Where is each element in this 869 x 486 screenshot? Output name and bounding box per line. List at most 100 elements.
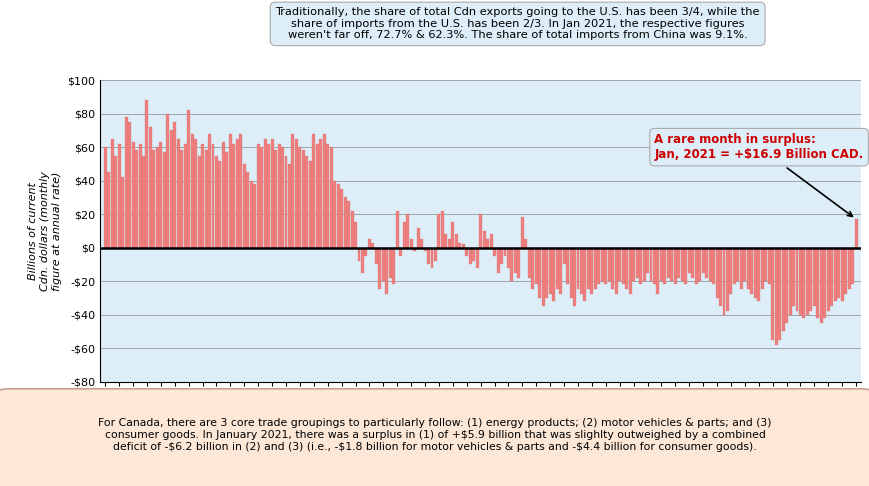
- Bar: [249, 181, 252, 247]
- Bar: [350, 211, 353, 247]
- Bar: [819, 247, 822, 323]
- Bar: [787, 247, 791, 314]
- Bar: [308, 160, 311, 247]
- Bar: [496, 247, 499, 273]
- Bar: [583, 247, 586, 301]
- Bar: [580, 247, 582, 295]
- Bar: [225, 152, 229, 247]
- Bar: [218, 160, 222, 247]
- Bar: [653, 247, 655, 284]
- Bar: [194, 139, 197, 247]
- Bar: [829, 247, 833, 306]
- Bar: [812, 247, 815, 306]
- Bar: [340, 189, 342, 247]
- Bar: [461, 244, 464, 247]
- Bar: [625, 247, 627, 290]
- Bar: [711, 247, 714, 284]
- Bar: [149, 127, 152, 247]
- Bar: [836, 247, 839, 298]
- Bar: [773, 247, 777, 345]
- Bar: [486, 239, 488, 247]
- Bar: [454, 234, 457, 247]
- Bar: [794, 247, 798, 311]
- Bar: [381, 247, 384, 281]
- Bar: [489, 234, 492, 247]
- Bar: [628, 247, 631, 295]
- Bar: [472, 247, 474, 261]
- Bar: [458, 243, 461, 247]
- Bar: [822, 247, 826, 318]
- Bar: [302, 151, 304, 247]
- Bar: [808, 247, 812, 311]
- Bar: [604, 247, 607, 284]
- Bar: [746, 247, 749, 290]
- Bar: [479, 214, 481, 247]
- Bar: [166, 114, 169, 247]
- Bar: [142, 156, 145, 247]
- Bar: [176, 139, 180, 247]
- Bar: [507, 247, 509, 268]
- Bar: [766, 247, 770, 284]
- Bar: [354, 223, 356, 247]
- Bar: [156, 147, 159, 247]
- Bar: [197, 156, 201, 247]
- Bar: [632, 247, 634, 281]
- Bar: [343, 197, 346, 247]
- Bar: [103, 147, 107, 247]
- Bar: [660, 247, 662, 281]
- Bar: [347, 201, 349, 247]
- Bar: [190, 134, 194, 247]
- Bar: [270, 139, 273, 247]
- Bar: [263, 139, 266, 247]
- Bar: [368, 239, 370, 247]
- Bar: [576, 247, 579, 290]
- Bar: [441, 211, 443, 247]
- Bar: [649, 247, 652, 281]
- Bar: [753, 247, 756, 298]
- Bar: [448, 239, 450, 247]
- Bar: [770, 247, 773, 340]
- Bar: [329, 147, 332, 247]
- Bar: [694, 247, 697, 284]
- Bar: [117, 144, 121, 247]
- Bar: [545, 247, 547, 298]
- Bar: [777, 247, 780, 340]
- Bar: [728, 247, 732, 295]
- Bar: [211, 144, 215, 247]
- Bar: [594, 247, 596, 290]
- Bar: [173, 122, 176, 247]
- Bar: [791, 247, 794, 306]
- Bar: [555, 247, 558, 290]
- Bar: [131, 142, 135, 247]
- Bar: [784, 247, 787, 323]
- X-axis label: Year and month: Year and month: [421, 408, 539, 421]
- Bar: [281, 147, 283, 247]
- Bar: [607, 247, 610, 281]
- Bar: [663, 247, 666, 284]
- Bar: [260, 147, 262, 247]
- Bar: [163, 152, 166, 247]
- Y-axis label: Billions of current
Cdn. dollars (monthly
figure at annual rate): Billions of current Cdn. dollars (monthl…: [29, 171, 62, 291]
- Bar: [468, 247, 471, 264]
- Bar: [277, 144, 280, 247]
- Bar: [691, 247, 693, 278]
- Bar: [611, 247, 614, 290]
- Bar: [618, 247, 620, 281]
- Bar: [780, 247, 784, 331]
- Bar: [159, 142, 163, 247]
- Bar: [322, 134, 325, 247]
- Bar: [204, 151, 208, 247]
- Bar: [208, 134, 211, 247]
- Bar: [538, 247, 541, 298]
- Bar: [239, 134, 242, 247]
- Bar: [326, 144, 328, 247]
- Bar: [399, 247, 401, 256]
- Bar: [732, 247, 735, 284]
- Bar: [756, 247, 760, 301]
- Bar: [169, 130, 173, 247]
- Bar: [548, 247, 551, 295]
- Bar: [371, 243, 374, 247]
- Bar: [667, 247, 669, 278]
- Bar: [705, 247, 707, 278]
- Bar: [517, 247, 520, 278]
